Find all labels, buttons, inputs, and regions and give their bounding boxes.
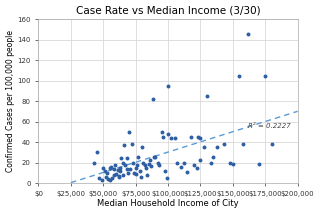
Point <box>116 174 121 178</box>
Point <box>160 135 165 139</box>
Point <box>112 163 117 166</box>
Point <box>215 146 220 149</box>
Point <box>168 136 173 140</box>
Point <box>106 177 111 181</box>
Y-axis label: Confirmed Cases per 100,000 people: Confirmed Cases per 100,000 people <box>5 30 14 172</box>
Point <box>150 97 155 101</box>
Point <box>198 159 203 162</box>
Point <box>164 176 169 180</box>
Point <box>155 161 160 164</box>
Point <box>128 167 133 170</box>
Point <box>204 94 210 98</box>
Point <box>138 175 143 179</box>
Point <box>94 151 99 154</box>
Point <box>195 135 200 139</box>
Point <box>185 170 190 174</box>
Point <box>241 142 246 146</box>
Point <box>136 156 141 159</box>
Point <box>103 175 108 179</box>
Point <box>114 172 119 175</box>
Point <box>159 130 164 134</box>
Point <box>146 162 151 165</box>
Point <box>120 173 125 177</box>
Point <box>107 166 112 169</box>
Point <box>125 171 131 174</box>
Point <box>181 161 186 164</box>
Point <box>256 162 261 165</box>
Point <box>134 163 140 166</box>
Point <box>111 167 116 170</box>
Point <box>149 164 154 167</box>
Point <box>133 166 138 169</box>
Point <box>115 168 120 171</box>
Point <box>101 166 106 169</box>
Point <box>163 169 168 172</box>
Title: Case Rate vs Median Income (3/30): Case Rate vs Median Income (3/30) <box>76 6 260 16</box>
Point <box>172 136 177 140</box>
Point <box>189 135 194 139</box>
Point <box>105 171 110 174</box>
Point <box>208 161 213 164</box>
Point <box>175 161 180 164</box>
X-axis label: Median Household Income of City: Median Household Income of City <box>97 199 239 208</box>
Point <box>111 173 116 177</box>
Point <box>143 166 148 169</box>
Point <box>165 132 171 135</box>
Point <box>198 136 203 140</box>
Point <box>108 165 114 168</box>
Point <box>156 163 162 166</box>
Point <box>97 176 102 180</box>
Point <box>145 173 150 177</box>
Point <box>121 143 126 147</box>
Point <box>124 157 129 160</box>
Point <box>133 172 138 175</box>
Point <box>142 163 147 166</box>
Point <box>124 167 129 170</box>
Point <box>246 33 251 36</box>
Point <box>127 130 132 134</box>
Point <box>107 178 112 182</box>
Point <box>116 175 121 179</box>
Point <box>120 161 125 164</box>
Point <box>263 75 268 78</box>
Point <box>147 159 152 162</box>
Point <box>165 84 171 87</box>
Point <box>237 75 242 78</box>
Point <box>123 163 128 166</box>
Point <box>119 157 124 160</box>
Point <box>132 171 137 174</box>
Point <box>131 161 136 164</box>
Point <box>100 178 105 182</box>
Point <box>102 169 107 172</box>
Point <box>129 142 134 146</box>
Point <box>153 156 158 159</box>
Point <box>110 176 115 180</box>
Point <box>141 161 146 164</box>
Point <box>211 156 216 159</box>
Point <box>191 163 196 166</box>
Point <box>202 146 207 149</box>
Point <box>230 162 236 165</box>
Point <box>221 142 226 146</box>
Point <box>137 169 142 172</box>
Point <box>269 142 274 146</box>
Point <box>92 161 97 164</box>
Point <box>140 146 145 149</box>
Point <box>194 166 199 169</box>
Point <box>228 161 233 164</box>
Point <box>151 156 156 159</box>
Point <box>117 169 123 172</box>
Point <box>179 165 184 168</box>
Point <box>117 166 123 169</box>
Text: R² = 0.2227: R² = 0.2227 <box>248 123 291 129</box>
